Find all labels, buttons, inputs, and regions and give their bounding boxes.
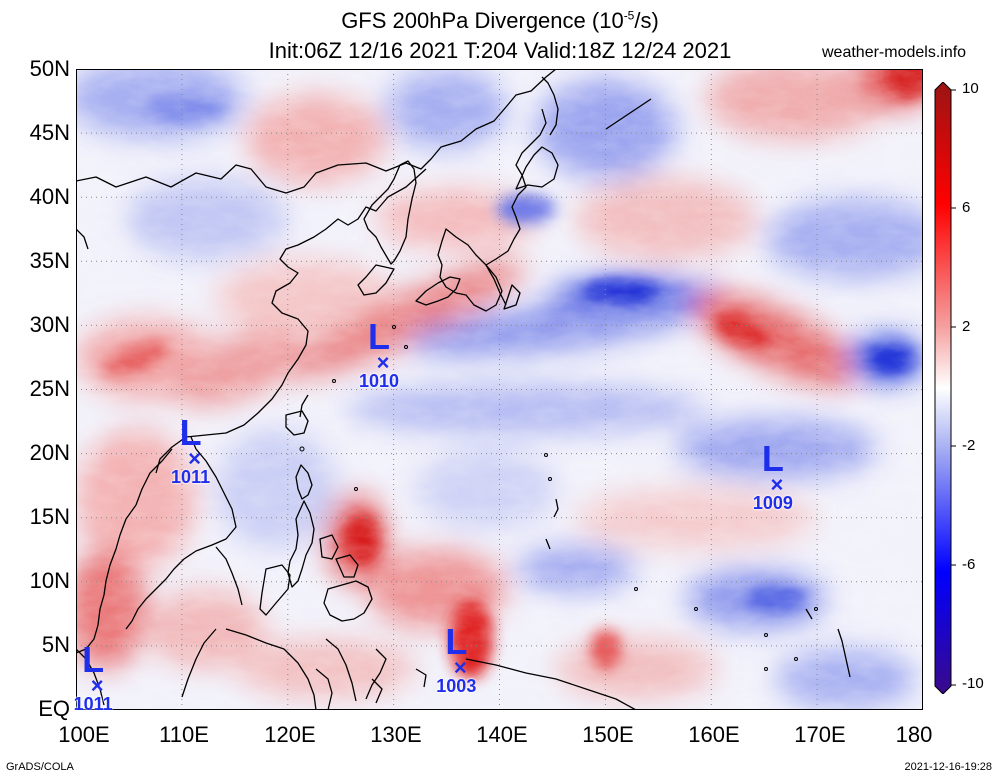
small-islands xyxy=(299,325,818,671)
colorbar-label-neg10: -10 xyxy=(962,675,984,692)
low-symbol: L xyxy=(368,315,391,357)
x-tick-180: 180 xyxy=(895,722,933,747)
y-tick-50n: 50N xyxy=(29,56,70,81)
map-canvas xyxy=(76,69,923,710)
y-tick-35n: 35N xyxy=(29,248,70,273)
map-title: GFS 200hPa Divergence (10-5/s) xyxy=(341,8,659,33)
low-pressure-value: 1009 xyxy=(752,492,793,513)
divergence-map xyxy=(76,69,923,710)
y-tick-30n: 30N xyxy=(29,312,70,337)
y-tick-eq: EQ xyxy=(38,696,70,721)
map-grid xyxy=(76,69,923,710)
y-tick-15n: 15N xyxy=(29,504,70,529)
low-center-x-icon: × xyxy=(770,471,784,497)
map-subtitle: Init:06Z 12/16 2021 T:204 Valid:18Z 12/2… xyxy=(268,38,732,63)
low-center-x-icon: × xyxy=(453,654,467,680)
colorbar xyxy=(934,82,956,694)
y-tick-25n: 25N xyxy=(29,376,70,401)
colorbar-fill xyxy=(934,82,952,694)
x-tick-120e: 120E xyxy=(264,722,316,747)
low-pressure-value: 1011 xyxy=(171,467,211,487)
pressure-low-3: L × 1003 xyxy=(426,620,486,696)
colorbar-label-2: 2 xyxy=(962,318,971,335)
low-pressure-value: 1003 xyxy=(436,675,477,696)
pressure-low-1: L × 1011 xyxy=(161,412,221,487)
x-tick-130e: 130E xyxy=(370,722,422,747)
colorbar-label-6: 6 xyxy=(962,199,971,216)
colorbar-label-neg2: -2 xyxy=(962,437,976,454)
low-pressure-value: 1011 xyxy=(73,693,113,714)
low-symbol: L xyxy=(82,638,105,680)
colorbar-label-10: 10 xyxy=(962,80,979,97)
brand-label: weather-models.info xyxy=(822,44,967,61)
low-symbol: L xyxy=(179,412,202,453)
y-tick-10n: 10N xyxy=(29,568,70,593)
x-tick-170e: 170E xyxy=(794,722,846,747)
credit-grads: GrADS/COLA xyxy=(6,761,74,773)
low-center-x-icon: × xyxy=(376,349,390,375)
y-tick-45n: 45N xyxy=(29,120,70,145)
x-tick-150e: 150E xyxy=(582,722,634,747)
pressure-low-0: L × 1010 xyxy=(349,315,409,391)
y-tick-5n: 5N xyxy=(41,632,70,657)
pressure-low-2: L × 1009 xyxy=(743,437,803,513)
y-tick-40n: 40N xyxy=(29,184,70,209)
coastlines xyxy=(76,69,851,710)
x-tick-160e: 160E xyxy=(688,722,740,747)
low-symbol: L xyxy=(761,437,784,479)
low-center-x-icon: × xyxy=(90,672,104,698)
low-center-x-icon: × xyxy=(188,446,201,471)
x-tick-140e: 140E xyxy=(476,722,528,747)
low-pressure-value: 1010 xyxy=(359,370,400,391)
x-tick-100e: 100E xyxy=(58,722,110,747)
low-symbol: L xyxy=(445,620,468,662)
x-tick-110e: 110E xyxy=(159,722,209,747)
colorbar-label-neg6: -6 xyxy=(962,556,976,573)
plot-frame xyxy=(76,69,923,710)
pressure-low-4: L × 1011 xyxy=(63,638,123,714)
y-tick-20n: 20N xyxy=(29,440,70,465)
generation-timestamp: 2021-12-16-19:28 xyxy=(904,761,992,773)
